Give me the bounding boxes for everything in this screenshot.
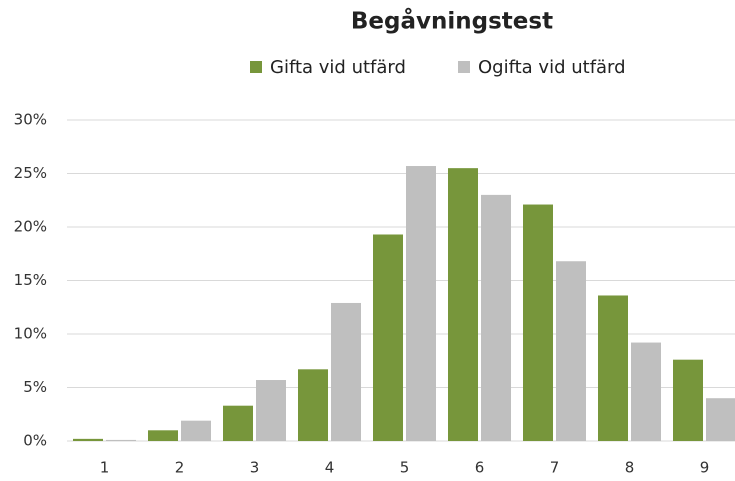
y-tick-label: 0% (23, 432, 47, 450)
bar (481, 194, 511, 441)
bar (523, 204, 553, 441)
x-tick-label: 8 (625, 459, 635, 477)
bar (223, 405, 253, 441)
x-tick-label: 9 (700, 459, 710, 477)
bar (673, 359, 703, 441)
x-tick-label: 7 (550, 459, 560, 477)
bar (331, 302, 361, 441)
legend-label: Gifta vid utfärd (270, 57, 406, 78)
legend-swatch (250, 61, 262, 73)
chart-title: Begåvningstest (351, 8, 553, 35)
bar (706, 398, 735, 441)
x-tick-label: 4 (325, 459, 335, 477)
bar (598, 295, 628, 441)
legend-label: Ogifta vid utfärd (478, 57, 626, 78)
y-tick-label: 30% (14, 111, 47, 129)
bar (73, 438, 103, 441)
legend-swatch (458, 61, 470, 73)
x-tick-label: 1 (100, 459, 110, 477)
bar (373, 234, 403, 441)
bar (631, 342, 661, 441)
bar (448, 168, 478, 441)
x-tick-label: 6 (475, 459, 485, 477)
y-tick-label: 15% (14, 271, 47, 289)
y-tick-label: 20% (14, 218, 47, 236)
bar (148, 430, 178, 441)
bar (106, 439, 136, 441)
y-tick-label: 5% (23, 378, 47, 396)
x-tick-label: 3 (250, 459, 260, 477)
bar (256, 380, 286, 441)
bar (556, 261, 586, 441)
y-tick-label: 25% (14, 164, 47, 182)
bar (181, 420, 211, 441)
bar (406, 166, 436, 441)
y-tick-label: 10% (14, 325, 47, 343)
x-tick-label: 5 (400, 459, 410, 477)
x-tick-label: 2 (175, 459, 185, 477)
bar (298, 369, 328, 441)
